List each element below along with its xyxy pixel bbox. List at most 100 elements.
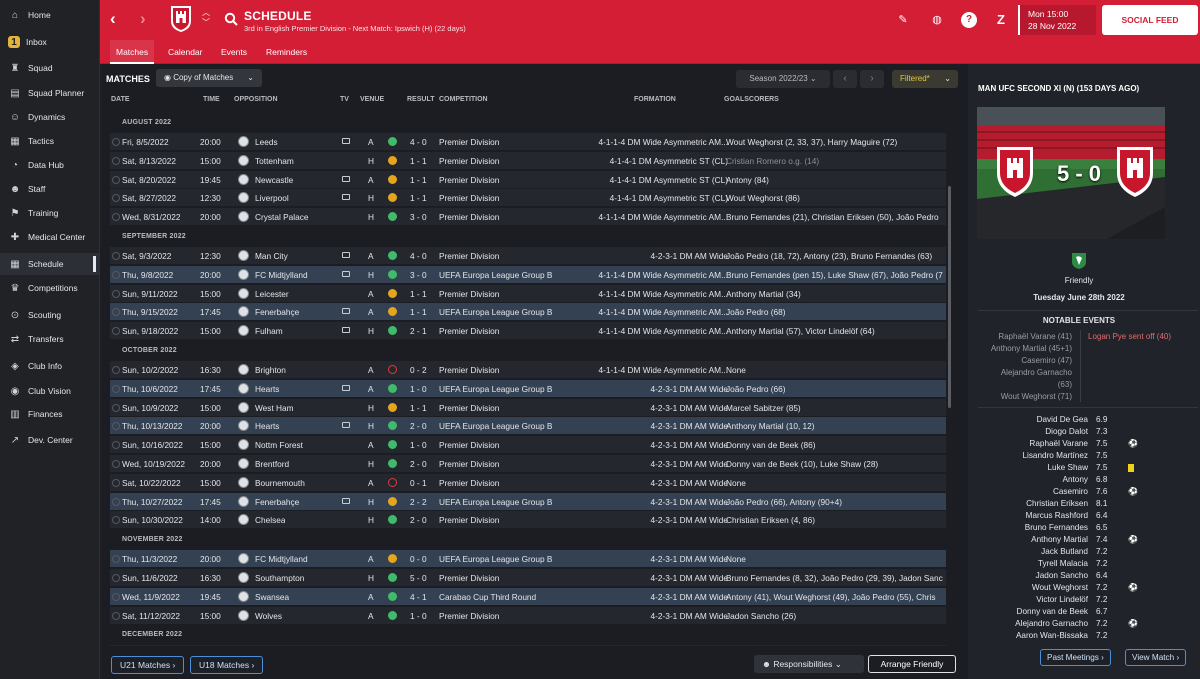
- competition-name[interactable]: UEFA Europa League Group B: [439, 554, 553, 565]
- player-name[interactable]: Antony: [1062, 475, 1089, 484]
- competition-name[interactable]: UEFA Europa League Group B: [439, 307, 553, 318]
- club-globe-icon[interactable]: ◍: [932, 14, 942, 26]
- tab-calendar[interactable]: Calendar: [168, 47, 203, 57]
- sidebar-item-dynamics[interactable]: ☺ Dynamics: [0, 106, 100, 128]
- opponent-name[interactable]: Fenerbahçe: [255, 307, 300, 318]
- tab-events[interactable]: Events: [221, 47, 247, 57]
- previous-season-button[interactable]: ‹: [833, 70, 857, 88]
- table-row[interactable]: Wed, 10/19/2022 20:00 Brentford H 2 - 0 Premi…: [110, 455, 946, 473]
- tab-matches[interactable]: Matches: [110, 40, 155, 64]
- opponent-name[interactable]: Fenerbahçe: [255, 496, 300, 507]
- season-selector[interactable]: Season 2022/23 ⌄: [736, 70, 830, 88]
- opponent-name[interactable]: West Ham: [255, 402, 294, 413]
- competition-name[interactable]: UEFA Europa League Group B: [439, 269, 553, 280]
- responsibilities-button[interactable]: ☻ Responsibilities ⌄: [754, 655, 864, 673]
- competition-name[interactable]: Premier Division: [439, 174, 500, 185]
- sidebar-item-medical-center[interactable]: ✚ Medical Center: [0, 226, 100, 248]
- table-row[interactable]: Sat, 11/12/2022 15:00 Wolves A 1 - 0 Premier …: [110, 606, 946, 625]
- u21-matches-button[interactable]: U21 Matches ›: [111, 656, 185, 674]
- sidebar-item-squad-planner[interactable]: ▤ Squad Planner: [0, 82, 100, 104]
- opponent-name[interactable]: Hearts: [255, 383, 280, 394]
- opponent-name[interactable]: Hearts: [255, 421, 280, 432]
- opponent-name[interactable]: Tottenham: [255, 155, 294, 166]
- competition-name[interactable]: Premier Division: [439, 477, 500, 488]
- u18-matches-button[interactable]: U18 Matches ›: [190, 656, 264, 674]
- player-name[interactable]: Victor Lindelöf: [1036, 595, 1088, 604]
- opponent-name[interactable]: Newcastle: [255, 174, 294, 185]
- table-row[interactable]: Thu, 11/3/2022 20:00 FC Midtjylland A 0 - 0 U…: [110, 550, 946, 569]
- player-name[interactable]: Wout Weghorst: [1031, 583, 1088, 592]
- competition-name[interactable]: Premier Division: [439, 515, 500, 526]
- table-row[interactable]: Sat, 8/27/2022 12:30 Liverpool H 1 - 1 Premie…: [110, 189, 946, 208]
- player-name[interactable]: Jadon Sancho: [1035, 571, 1088, 580]
- competition-name[interactable]: Carabao Cup Third Round: [439, 591, 537, 602]
- forward-arrow-icon[interactable]: ›: [140, 9, 146, 28]
- filter-button[interactable]: Filtered* ⌄: [892, 70, 958, 88]
- player-name[interactable]: Anthony Martial: [1031, 535, 1088, 544]
- player-name[interactable]: David De Gea: [1036, 415, 1088, 424]
- col-competition[interactable]: COMPETITION: [439, 96, 488, 103]
- table-row[interactable]: Wed, 8/31/2022 20:00 Crystal Palace H 3 - 0 P…: [110, 208, 946, 227]
- edit-icon[interactable]: ✎: [898, 14, 908, 26]
- table-row[interactable]: Wed, 11/9/2022 19:45 Swansea A 4 - 1 Carabao …: [110, 587, 946, 606]
- sidebar-item-inbox[interactable]: 1 Inbox: [0, 31, 100, 53]
- competition-name[interactable]: Premier Division: [439, 402, 500, 413]
- col-time[interactable]: TIME: [203, 96, 220, 103]
- table-row[interactable]: Thu, 10/27/2022 17:45 Fenerbahçe H 2 - 2 UEFA…: [110, 492, 946, 511]
- competition-name[interactable]: Premier Division: [439, 459, 500, 469]
- col-formation[interactable]: FORMATION: [634, 96, 676, 103]
- competition-name[interactable]: UEFA Europa League Group B: [439, 421, 553, 432]
- table-row[interactable]: Thu, 10/13/2022 20:00 Hearts H 2 - 0 UEFA Eur…: [110, 417, 946, 436]
- opponent-name[interactable]: Wolves: [255, 610, 283, 621]
- table-row[interactable]: Sat, 8/13/2022 15:00 Tottenham H 1 - 1 Premie…: [110, 151, 946, 170]
- table-scrollbar[interactable]: [948, 186, 951, 408]
- opponent-name[interactable]: Swansea: [255, 591, 290, 602]
- table-row[interactable]: Sun, 10/30/2022 14:00 Chelsea H 2 - 0 Premier…: [110, 511, 946, 530]
- past-meetings-button[interactable]: Past Meetings ›: [1040, 649, 1111, 666]
- table-row[interactable]: Sat, 9/3/2022 12:30 Man City A 4 - 0 Premier …: [110, 247, 946, 265]
- player-name[interactable]: Alejandro Garnacho: [1015, 619, 1088, 628]
- table-row[interactable]: Sun, 9/11/2022 15:00 Leicester A 1 - 1 Premie…: [110, 284, 946, 303]
- view-selector[interactable]: ◉ Copy of Matches ⌄: [156, 69, 262, 87]
- help-icon[interactable]: ?: [961, 12, 977, 28]
- competition-name[interactable]: Premier Division: [439, 137, 500, 147]
- sidebar-item-data-hub[interactable]: ◔ Data Hub: [0, 154, 100, 176]
- switch-view-chevrons-icon[interactable]: ︿ ﹀: [202, 8, 210, 27]
- opponent-name[interactable]: Brentford: [255, 459, 290, 469]
- competition-name[interactable]: Premier Division: [439, 326, 500, 337]
- competition-name[interactable]: Premier Division: [439, 288, 500, 299]
- sidebar-item-competitions[interactable]: ♛ Competitions: [0, 277, 100, 299]
- opponent-name[interactable]: FC Midtjylland: [255, 269, 308, 280]
- search-icon[interactable]: [224, 12, 238, 26]
- sidebar-item-tactics[interactable]: ▦ Tactics: [0, 130, 100, 152]
- player-name[interactable]: Diogo Dalot: [1045, 427, 1088, 436]
- table-row[interactable]: Thu, 9/8/2022 20:00 FC Midtjylland H 3 - 0 UE…: [110, 265, 946, 284]
- competition-name[interactable]: Premier Division: [439, 440, 500, 451]
- sidebar-item-schedule[interactable]: ▦ Schedule: [0, 253, 100, 275]
- sidebar-item-club-vision[interactable]: ◉ Club Vision: [0, 380, 100, 402]
- col-goalscorers[interactable]: GOALSCORERS: [724, 96, 779, 103]
- col-date[interactable]: DATE: [111, 96, 130, 103]
- opponent-name[interactable]: Liverpool: [255, 193, 289, 204]
- competition-name[interactable]: Premier Division: [439, 155, 500, 166]
- player-name[interactable]: Lisandro Martínez: [1022, 451, 1088, 460]
- player-name[interactable]: Tyrell Malacia: [1037, 559, 1088, 568]
- player-name[interactable]: Casemiro: [1052, 487, 1088, 496]
- sidebar-item-home[interactable]: ⌂ Home: [0, 4, 100, 26]
- col-result[interactable]: RESULT: [407, 96, 435, 103]
- col-tv[interactable]: TV: [340, 96, 349, 103]
- sidebar-item-training[interactable]: ⚑ Training: [0, 202, 100, 224]
- table-row[interactable]: Sun, 10/16/2022 15:00 Nottm Forest A 1 - 0 Pr…: [110, 436, 946, 455]
- club-crest-icon[interactable]: [170, 5, 192, 33]
- sidebar-item-finances[interactable]: ▥ Finances: [0, 403, 100, 425]
- competition-name[interactable]: UEFA Europa League Group B: [439, 383, 553, 394]
- sidebar-item-staff[interactable]: ☻ Staff: [0, 178, 100, 200]
- table-row[interactable]: Thu, 10/6/2022 17:45 Hearts A 1 - 0 UEFA Euro…: [110, 379, 946, 398]
- table-row[interactable]: Sun, 11/6/2022 16:30 Southampton H 5 - 0 Prem…: [110, 569, 946, 587]
- opponent-name[interactable]: Bournemouth: [255, 477, 305, 488]
- player-name[interactable]: Donny van de Beek: [1016, 607, 1088, 616]
- opponent-name[interactable]: Southampton: [255, 573, 305, 583]
- player-name[interactable]: Jack Butland: [1041, 547, 1088, 556]
- table-row[interactable]: Sun, 10/9/2022 15:00 West Ham H 1 - 1 Premier…: [110, 398, 946, 417]
- competition-name[interactable]: UEFA Europa League Group B: [439, 496, 553, 507]
